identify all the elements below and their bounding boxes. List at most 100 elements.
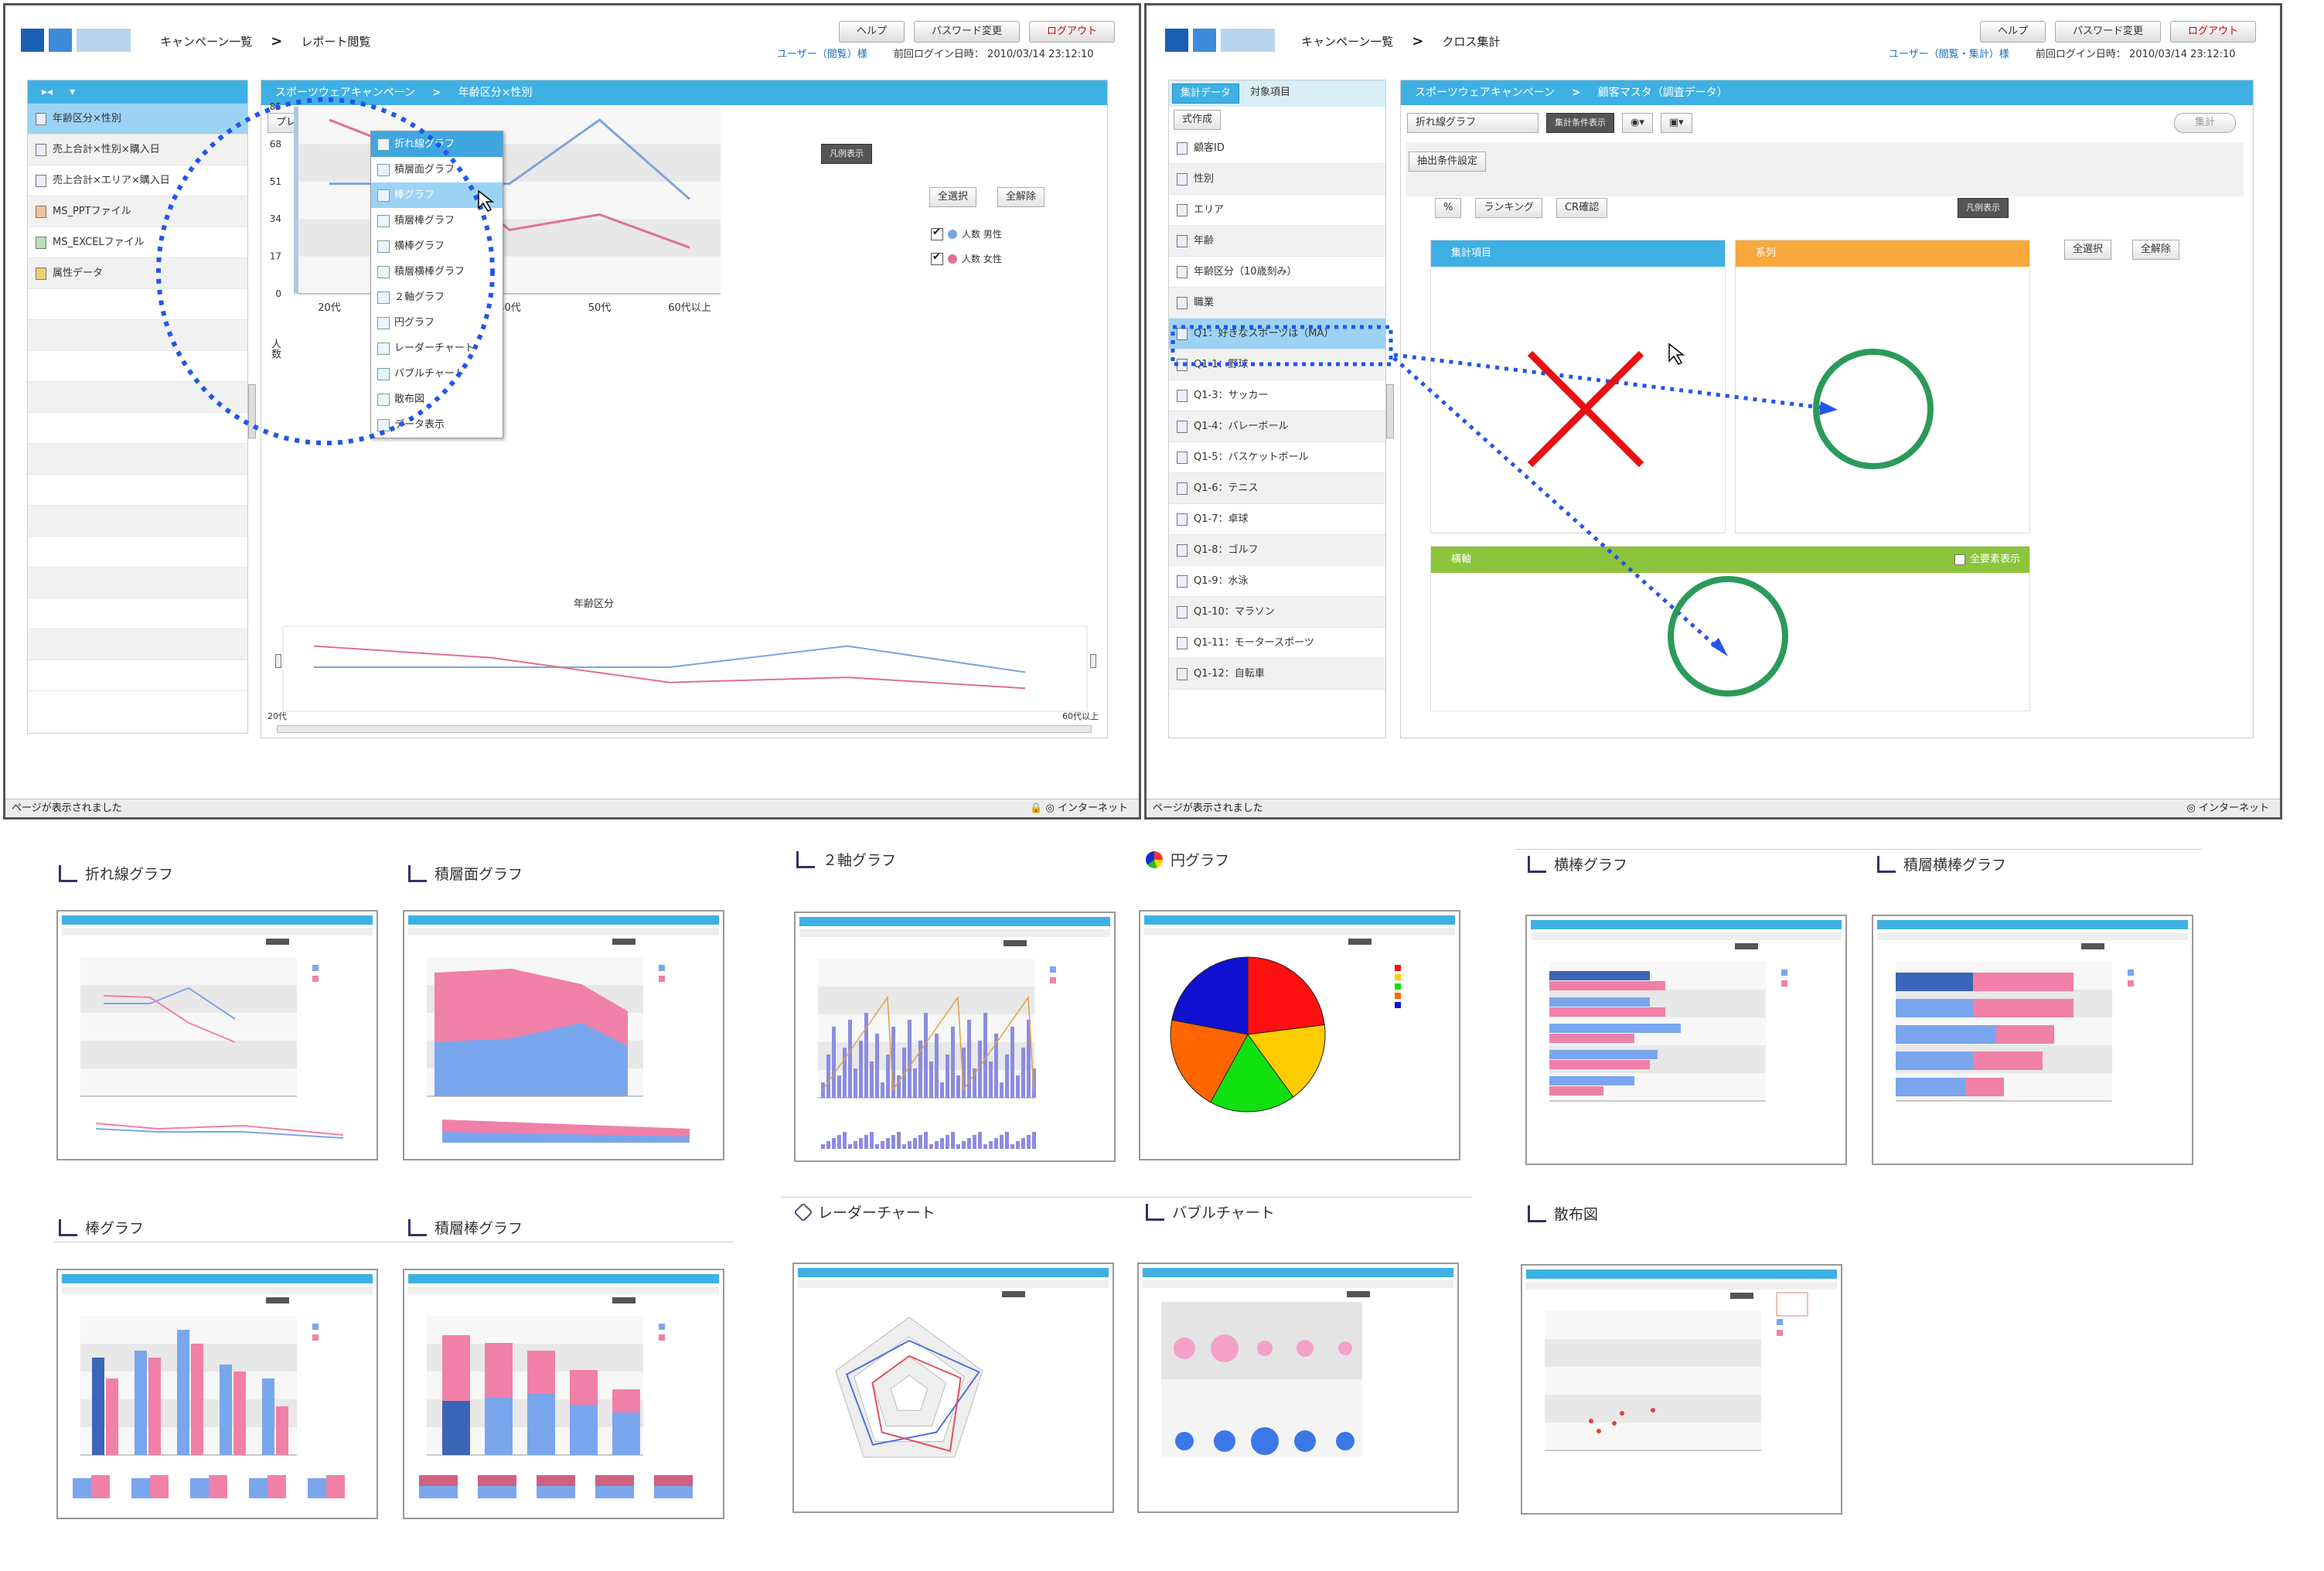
field-item[interactable]: Q1-5：バスケットボール bbox=[1169, 442, 1385, 473]
filter-settings-button[interactable]: 抽出条件設定 bbox=[1409, 152, 1487, 172]
legend-item-male[interactable]: 人数 男性 bbox=[931, 227, 1002, 240]
tab-aggregate-data[interactable]: 集計データ bbox=[1172, 83, 1240, 104]
thumb-bar bbox=[106, 1378, 118, 1455]
thumb-bar bbox=[973, 1068, 976, 1098]
overview-left-handle[interactable] bbox=[275, 654, 281, 668]
breadcrumb-campaign-list[interactable]: キャンペーン一覧 bbox=[160, 35, 253, 49]
thumb-bar bbox=[864, 1013, 868, 1098]
user-name-link[interactable]: ユーザー（閲覧・集計）様 bbox=[1889, 49, 2009, 60]
thumb-bar bbox=[1549, 997, 1650, 1007]
thumb-dark-button bbox=[1004, 940, 1027, 946]
percent-button[interactable]: % bbox=[1435, 198, 1462, 218]
sidebar-item-label: 売上合計×エリア×購入日 bbox=[53, 174, 170, 186]
deselect-all-button[interactable]: 全解除 bbox=[997, 187, 1045, 207]
legend-checkbox[interactable] bbox=[931, 227, 943, 240]
thumb-header bbox=[408, 1274, 719, 1283]
thumb-overview-bar bbox=[891, 1135, 895, 1149]
field-item[interactable]: 職業 bbox=[1169, 288, 1385, 319]
thumb-toolbar bbox=[1526, 1282, 1837, 1290]
thumb-bar bbox=[848, 1020, 852, 1098]
thumb-overview-bar bbox=[654, 1475, 693, 1486]
thumb-line bbox=[822, 995, 1034, 1092]
field-item-label: Q1-7：卓球 bbox=[1194, 513, 1249, 525]
gallery-title-stacked-horizontal-bar: 積層横棒グラフ bbox=[1877, 854, 2006, 874]
field-item[interactable]: エリア bbox=[1169, 195, 1385, 226]
change-password-button[interactable]: パスワード変更 bbox=[2055, 21, 2162, 43]
legend-toggle-button[interactable]: 凡例表示 bbox=[1958, 198, 2009, 218]
thumb-bar bbox=[843, 1048, 847, 1098]
thumb-bar bbox=[1549, 1034, 1634, 1043]
show-conditions-button[interactable]: 集計条件表示 bbox=[1546, 113, 1614, 133]
select-all-button[interactable]: 全選択 bbox=[2064, 240, 2112, 260]
gallery-title-label: 積層面グラフ bbox=[434, 866, 523, 883]
legend-checkbox[interactable] bbox=[931, 251, 943, 265]
last-login-value: 2010/03/14 23:12:10 bbox=[987, 49, 1094, 60]
help-button[interactable]: ヘルプ bbox=[839, 21, 905, 43]
show-all-checkbox[interactable] bbox=[1954, 554, 1965, 565]
field-item-label: 年齢 bbox=[1194, 234, 1215, 247]
field-item[interactable]: Q1-4：バレーボール bbox=[1169, 411, 1385, 442]
save-icon[interactable]: ▣▾ bbox=[1660, 113, 1692, 133]
thumb-pie-slice bbox=[1247, 956, 1325, 1035]
aggregate-button[interactable]: 集計 bbox=[2174, 113, 2237, 133]
help-button[interactable]: ヘルプ bbox=[1980, 21, 2046, 43]
thumb-overview-bar bbox=[935, 1141, 939, 1149]
field-item[interactable]: Q1-11：モータースポーツ bbox=[1169, 628, 1385, 659]
panel-breadcrumb: スポーツウェアキャンペーン > 顧客マスタ（調査データ） bbox=[1401, 80, 2253, 105]
thumb-overview-bar bbox=[150, 1475, 169, 1498]
overview-right-handle[interactable] bbox=[1090, 654, 1096, 668]
panel-breadcrumb-campaign[interactable]: スポーツウェアキャンペーン bbox=[275, 87, 416, 99]
logout-button[interactable]: ログアウト bbox=[1029, 21, 1116, 43]
legend-toggle-button[interactable]: 凡例表示 bbox=[821, 144, 872, 164]
change-password-button[interactable]: パスワード変更 bbox=[914, 21, 1021, 43]
thumb-bar bbox=[1016, 1075, 1020, 1098]
thumb-dark-button bbox=[612, 1297, 636, 1303]
thumb-tooltip bbox=[1776, 1292, 1808, 1317]
globe-icon[interactable]: ◉▾ bbox=[1622, 113, 1653, 133]
chart-type-select[interactable]: 折れ線グラフ bbox=[1407, 113, 1539, 133]
field-item[interactable]: 年齢 bbox=[1169, 226, 1385, 257]
user-name-link[interactable]: ユーザー（閲覧）様 bbox=[777, 49, 867, 60]
field-item[interactable]: Q1-8：ゴルフ bbox=[1169, 535, 1385, 566]
chevron-down-icon[interactable]: ▾ bbox=[70, 86, 76, 98]
thumb-grid-band bbox=[80, 1041, 297, 1068]
thumb-bar bbox=[570, 1405, 598, 1455]
create-formula-button[interactable]: 式作成 bbox=[1174, 110, 1222, 130]
sidebar-item-sales-area-date[interactable]: 売上合計×エリア×購入日 bbox=[28, 165, 247, 196]
sidebar-item-excel[interactable]: MS_EXCELファイル bbox=[28, 227, 247, 258]
deselect-all-button[interactable]: 全解除 bbox=[2132, 240, 2180, 260]
thumb-bubble bbox=[1257, 1341, 1273, 1356]
sidebar-item-label: MS_PPTファイル bbox=[53, 205, 131, 217]
chevron-right-icon: > bbox=[271, 33, 283, 49]
field-item[interactable]: 年齢区分（10歳刻み） bbox=[1169, 257, 1385, 288]
thumb-bar bbox=[902, 1048, 906, 1098]
show-all-toggle[interactable]: 全要素表示 bbox=[1954, 547, 2020, 573]
thumb-bar bbox=[1549, 1060, 1650, 1069]
panel-breadcrumb-campaign[interactable]: スポーツウェアキャンペーン bbox=[1415, 87, 1556, 99]
legend-item-female[interactable]: 人数 女性 bbox=[931, 251, 1002, 265]
ranking-button[interactable]: ランキング bbox=[1475, 198, 1542, 218]
field-item[interactable]: 性別 bbox=[1169, 164, 1385, 195]
thumb-overview-bar bbox=[918, 1135, 922, 1149]
thumb-overview-bar bbox=[843, 1132, 847, 1149]
field-item[interactable]: Q1-12：自転車 bbox=[1169, 659, 1385, 690]
field-item[interactable]: Q1-10：マラソン bbox=[1169, 597, 1385, 628]
collapse-icon[interactable]: ▸◂ bbox=[42, 86, 53, 98]
breadcrumb-campaign-list[interactable]: キャンペーン一覧 bbox=[1301, 35, 1394, 49]
field-item[interactable]: 顧客ID bbox=[1169, 133, 1385, 164]
thumb-bar bbox=[527, 1351, 555, 1393]
field-item[interactable]: Q1-3：サッカー bbox=[1169, 380, 1385, 411]
field-item[interactable]: Q1-9：水泳 bbox=[1169, 566, 1385, 597]
field-item[interactable]: Q1-6：テニス bbox=[1169, 473, 1385, 504]
overview-scrollbar[interactable] bbox=[277, 725, 1092, 733]
logout-button[interactable]: ログアウト bbox=[2170, 21, 2257, 43]
user-info: ユーザー（閲覧）様 前回ログイン日時： 2010/03/14 23:12:10 bbox=[777, 46, 1094, 60]
thumb-header bbox=[799, 917, 1110, 926]
thumb-overview-bar bbox=[946, 1135, 949, 1149]
tab-target-items[interactable]: 対象項目 bbox=[1250, 87, 1291, 98]
select-all-button[interactable]: 全選択 bbox=[929, 187, 977, 207]
cr-check-button[interactable]: CR確認 bbox=[1556, 198, 1608, 218]
field-item[interactable]: Q1-7：卓球 bbox=[1169, 504, 1385, 535]
thumb-scatter-point bbox=[1589, 1419, 1593, 1423]
field-type-icon bbox=[1177, 513, 1188, 526]
